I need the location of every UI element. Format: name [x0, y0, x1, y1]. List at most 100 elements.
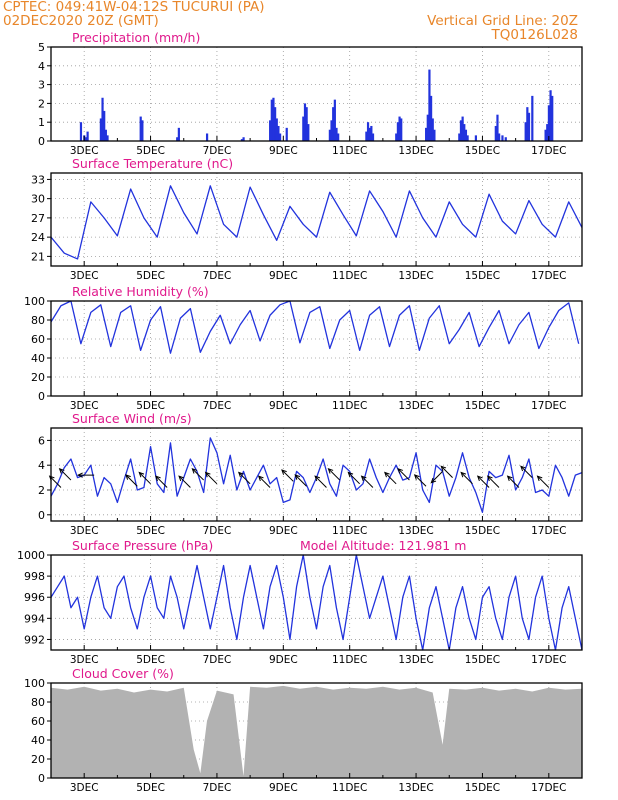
- panel1-bar: [141, 120, 144, 141]
- panel2-day-label: 3DEC: [70, 270, 99, 282]
- panel1-ytick-label: 2: [38, 97, 45, 110]
- panel3-day-label: 7DEC: [203, 400, 232, 412]
- wind-arrow: [205, 472, 218, 485]
- wind-arrow-head: [125, 474, 131, 480]
- panel3-day-label: 11DEC: [332, 400, 367, 412]
- panel5-ytick-label: 994: [24, 612, 45, 625]
- panel3-day-label: 3DEC: [70, 400, 99, 412]
- panel4-day-label: 9DEC: [269, 525, 298, 537]
- panel1-bar: [104, 129, 107, 141]
- panel1-bar: [527, 112, 531, 141]
- panel1-bar: [269, 120, 272, 141]
- wind-arrow-head: [360, 475, 367, 482]
- panel2-day-label: 9DEC: [269, 270, 298, 282]
- panel5-day-label: 9DEC: [269, 654, 298, 666]
- panel2-frame: [50, 172, 583, 267]
- panel6-ytick-label: 40: [31, 734, 45, 747]
- wind-arrow-head: [460, 471, 467, 478]
- wind-arrow: [460, 472, 473, 485]
- panel3-ytick-label: 100: [24, 295, 45, 308]
- panel5-ytick-label: 996: [24, 591, 45, 604]
- panel4-day-label: 17DEC: [531, 525, 566, 537]
- panel1-bar: [274, 107, 277, 141]
- panel1-ytick-label: 5: [38, 41, 45, 54]
- wind-arrow-head: [58, 467, 65, 474]
- panel1-day-label: 7DEC: [203, 145, 232, 157]
- panel1-bar: [458, 133, 461, 141]
- panel5-ytick-label: 1000: [17, 549, 45, 562]
- panel1-ytick-label: 1: [38, 116, 45, 129]
- panel5-day-label: 3DEC: [70, 654, 99, 666]
- wind-arrow-head: [476, 475, 483, 482]
- panel5-ytick-label: 998: [24, 570, 45, 583]
- wind-arrow: [440, 465, 453, 478]
- wind-arrow-head: [204, 471, 211, 478]
- panel6-title: Cloud Cover (%): [72, 666, 174, 681]
- panel1-bar: [524, 122, 527, 141]
- wind-arrow-head: [536, 475, 543, 482]
- panel2-day-label: 15DEC: [465, 270, 500, 282]
- panel6-ytick-label: 100: [24, 677, 45, 690]
- panel5-day-label: 15DEC: [465, 654, 500, 666]
- panel1-bar: [240, 139, 244, 141]
- panel4-ytick-label: 6: [38, 434, 45, 447]
- panel6-cloud-area: [51, 685, 582, 778]
- panel3-day-label: 17DEC: [531, 400, 566, 412]
- panel1-bar: [368, 127, 371, 141]
- panel4-line: [50, 437, 583, 513]
- wind-arrow: [414, 474, 427, 487]
- panel1-bar: [176, 137, 179, 141]
- panel1-day-label: 15DEC: [465, 145, 500, 157]
- wind-arrow: [155, 475, 168, 488]
- wind-arrow-head: [327, 467, 334, 474]
- panel4-day-label: 13DEC: [398, 525, 433, 537]
- panel6-day-label: 13DEC: [398, 782, 433, 794]
- panel1-bar: [335, 127, 338, 141]
- wind-arrow: [361, 475, 374, 488]
- wind-arrow: [258, 475, 271, 488]
- wind-arrow-head: [347, 471, 354, 478]
- panel1-bar: [551, 95, 554, 141]
- panel4-day-label: 15DEC: [465, 525, 500, 537]
- panel3-ytick-label: 40: [31, 352, 45, 365]
- panel6-day-label: 11DEC: [332, 782, 367, 794]
- panel6-day-label: 5DEC: [136, 782, 165, 794]
- wind-arrow-head: [155, 475, 161, 482]
- wind-arrow-head: [440, 465, 447, 472]
- panel3-day-label: 5DEC: [136, 400, 165, 412]
- panel1-bar: [371, 133, 375, 141]
- panel1-bar: [303, 103, 307, 141]
- panel1-title: Precipitation (mm/h): [72, 30, 200, 45]
- panel5-day-label: 7DEC: [203, 654, 232, 666]
- panel1-frame: [50, 46, 583, 142]
- panel1-bar: [395, 133, 398, 141]
- panel1-bar: [99, 118, 102, 141]
- panel5-line: [50, 554, 583, 651]
- panel6-day-label: 9DEC: [269, 782, 298, 794]
- panel1-bar: [433, 129, 436, 141]
- wind-arrow: [507, 475, 520, 488]
- panel3-day-label: 9DEC: [269, 400, 298, 412]
- panel1-bar: [526, 107, 529, 141]
- wind-arrow-head: [76, 472, 83, 478]
- wind-arrow-head: [384, 471, 390, 478]
- panel5-day-label: 13DEC: [398, 654, 433, 666]
- wind-arrow-head: [178, 475, 184, 482]
- panel1-bar: [328, 129, 331, 141]
- wind-arrow: [314, 475, 327, 488]
- panel6-day-label: 17DEC: [531, 782, 566, 794]
- panel4-day-label: 11DEC: [332, 525, 367, 537]
- panel4-day-label: 5DEC: [136, 525, 165, 537]
- panel2-title: Surface Temperature (nC): [72, 156, 233, 171]
- panel2-line: [50, 185, 583, 260]
- panel3-day-label: 15DEC: [465, 400, 500, 412]
- wind-arrow: [487, 475, 500, 488]
- wind-arrow: [178, 475, 191, 488]
- wind-arrow: [138, 472, 151, 485]
- panel1-bar: [177, 127, 180, 141]
- panel1-bar: [459, 120, 463, 141]
- panel5-subtitle: Model Altitude: 121.981 m: [300, 538, 466, 553]
- panel1-bar: [426, 114, 429, 141]
- wind-arrow-head: [506, 475, 513, 482]
- wind-arrow: [537, 475, 550, 488]
